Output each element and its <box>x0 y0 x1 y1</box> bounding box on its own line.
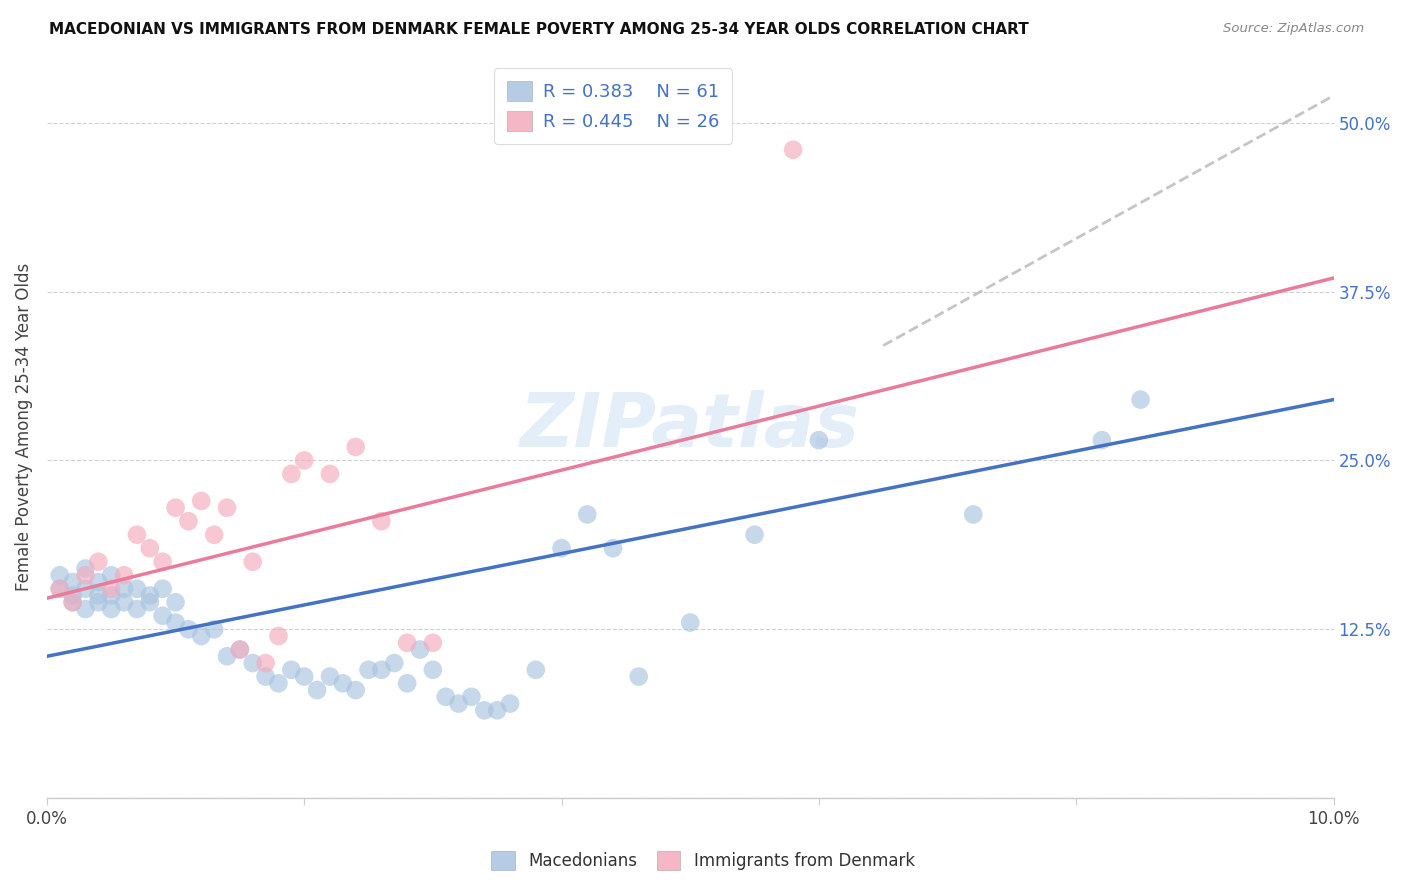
Point <box>550 541 572 556</box>
Point <box>332 676 354 690</box>
Point <box>807 433 830 447</box>
Point <box>87 555 110 569</box>
Point <box>344 683 367 698</box>
Point <box>744 527 766 541</box>
Point <box>62 595 84 609</box>
Point <box>409 642 432 657</box>
Point <box>87 574 110 589</box>
Point <box>49 582 72 596</box>
Point <box>152 608 174 623</box>
Point <box>267 676 290 690</box>
Point <box>370 663 392 677</box>
Point <box>100 582 122 596</box>
Point <box>434 690 457 704</box>
Point <box>782 143 804 157</box>
Text: Source: ZipAtlas.com: Source: ZipAtlas.com <box>1223 22 1364 36</box>
Point <box>139 595 162 609</box>
Point <box>125 527 148 541</box>
Point <box>292 669 315 683</box>
Point <box>215 649 238 664</box>
Point <box>229 642 252 657</box>
Point <box>1129 392 1152 407</box>
Point <box>242 555 264 569</box>
Point <box>319 467 342 481</box>
Y-axis label: Female Poverty Among 25-34 Year Olds: Female Poverty Among 25-34 Year Olds <box>15 262 32 591</box>
Point <box>422 663 444 677</box>
Point <box>49 582 72 596</box>
Point <box>202 622 225 636</box>
Point <box>292 453 315 467</box>
Point <box>242 656 264 670</box>
Point <box>280 663 302 677</box>
Point <box>139 541 162 556</box>
Point <box>165 595 187 609</box>
Point <box>254 669 277 683</box>
Point <box>576 508 599 522</box>
Point <box>307 683 329 698</box>
Legend: Macedonians, Immigrants from Denmark: Macedonians, Immigrants from Denmark <box>485 844 921 877</box>
Point <box>280 467 302 481</box>
Point <box>524 663 547 677</box>
Point <box>267 629 290 643</box>
Point <box>229 642 252 657</box>
Point <box>396 676 419 690</box>
Point <box>152 582 174 596</box>
Point <box>254 656 277 670</box>
Point <box>75 602 97 616</box>
Point <box>139 589 162 603</box>
Point <box>87 595 110 609</box>
Point <box>112 568 135 582</box>
Point <box>177 514 200 528</box>
Point <box>202 527 225 541</box>
Point <box>75 568 97 582</box>
Point <box>100 602 122 616</box>
Point <box>486 703 509 717</box>
Point <box>125 602 148 616</box>
Point <box>112 595 135 609</box>
Point <box>75 561 97 575</box>
Point <box>472 703 495 717</box>
Point <box>190 629 212 643</box>
Point <box>679 615 702 630</box>
Point <box>62 574 84 589</box>
Point <box>396 636 419 650</box>
Point <box>49 568 72 582</box>
Point <box>962 508 984 522</box>
Point <box>62 589 84 603</box>
Point <box>344 440 367 454</box>
Point <box>125 582 148 596</box>
Point <box>100 568 122 582</box>
Point <box>62 595 84 609</box>
Point <box>602 541 624 556</box>
Text: MACEDONIAN VS IMMIGRANTS FROM DENMARK FEMALE POVERTY AMONG 25-34 YEAR OLDS CORRE: MACEDONIAN VS IMMIGRANTS FROM DENMARK FE… <box>49 22 1029 37</box>
Point <box>165 615 187 630</box>
Point <box>627 669 650 683</box>
Point <box>422 636 444 650</box>
Point <box>370 514 392 528</box>
Point <box>177 622 200 636</box>
Point <box>87 589 110 603</box>
Point <box>100 589 122 603</box>
Point <box>499 697 522 711</box>
Text: ZIPatlas: ZIPatlas <box>520 390 860 463</box>
Point <box>75 582 97 596</box>
Point <box>447 697 470 711</box>
Point <box>319 669 342 683</box>
Point <box>152 555 174 569</box>
Point <box>190 494 212 508</box>
Point <box>165 500 187 515</box>
Point <box>382 656 405 670</box>
Point <box>357 663 380 677</box>
Point <box>112 582 135 596</box>
Point <box>1091 433 1114 447</box>
Point <box>215 500 238 515</box>
Point <box>460 690 482 704</box>
Legend: R = 0.383    N = 61, R = 0.445    N = 26: R = 0.383 N = 61, R = 0.445 N = 26 <box>494 68 733 144</box>
